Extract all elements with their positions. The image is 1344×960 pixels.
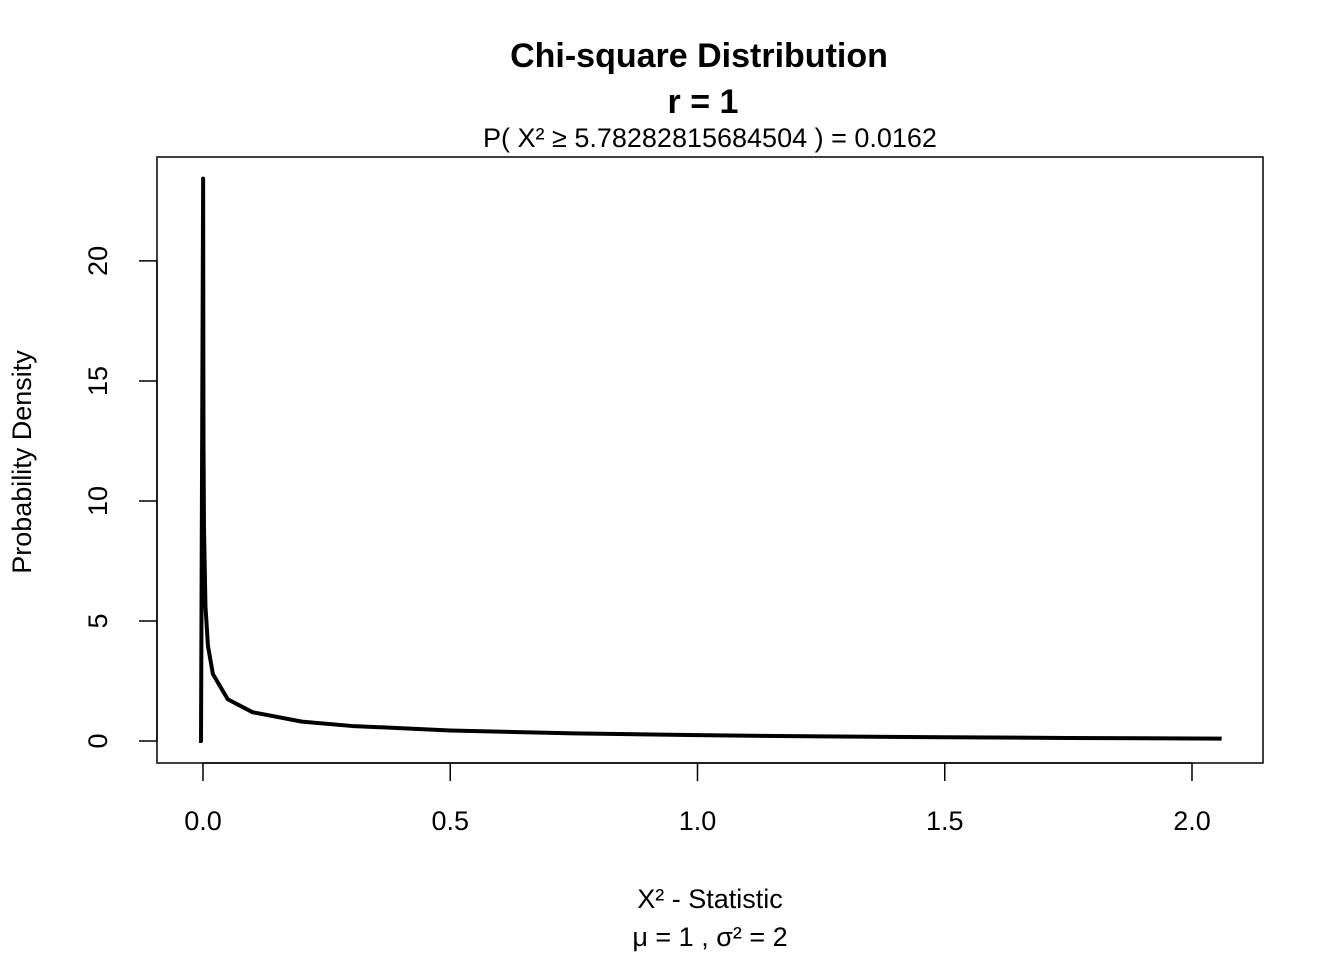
y-tick-label: 5 [83, 613, 113, 628]
x-tick-label: 1.0 [679, 806, 717, 836]
chart-subtitle: P( X² ≥ 5.78282815684504 ) = 0.0162 [483, 123, 937, 153]
x-tick-label: 0.0 [184, 806, 222, 836]
x-tick-label: 2.0 [1173, 806, 1211, 836]
x-axis-label: X² - Statistic [637, 884, 783, 914]
y-axis-label: Probability Density [7, 350, 37, 574]
x-tick-label: 0.5 [431, 806, 469, 836]
chart-title-line2: r = 1 [668, 83, 739, 121]
y-tick-label: 10 [83, 486, 113, 516]
x-tick-label: 1.5 [926, 806, 964, 836]
density-line [199, 176, 1222, 743]
chart-title: Chi-square Distribution [510, 37, 888, 75]
y-tick-label: 20 [83, 246, 113, 276]
y-tick-label: 15 [83, 366, 113, 396]
plot-frame [156, 156, 1264, 764]
x-axis-label-line2: μ = 1 , σ² = 2 [632, 922, 787, 952]
y-tick-label: 0 [83, 733, 113, 748]
